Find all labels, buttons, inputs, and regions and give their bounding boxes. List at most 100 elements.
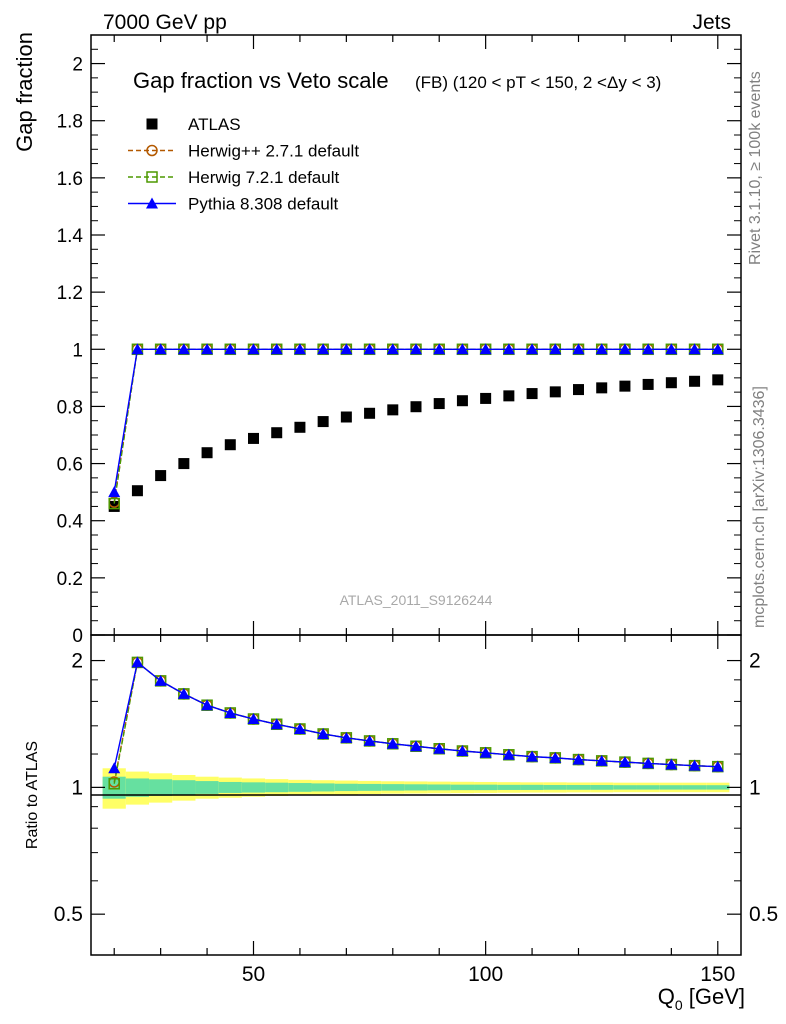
band-inner-segment (497, 784, 521, 790)
data-point (340, 411, 352, 423)
data-point (293, 343, 306, 355)
data-point (410, 401, 422, 413)
data-point (155, 470, 167, 482)
main-ytick-label: 1.4 (57, 226, 84, 247)
band-inner-segment (404, 784, 428, 791)
ratio-ytick-label: 0.5 (54, 903, 83, 926)
data-point (456, 395, 468, 407)
data-point (340, 731, 353, 743)
data-point (618, 343, 631, 355)
header-collision-label: 7000 GeV pp (103, 11, 227, 34)
ratio-ytick-label-right: 2 (749, 650, 761, 673)
data-point (526, 388, 538, 400)
data-point (108, 486, 121, 498)
data-point (712, 374, 724, 386)
legend-label: Herwig++ 2.7.1 default (188, 142, 359, 161)
data-point (177, 687, 190, 699)
data-point (572, 343, 585, 355)
data-point (480, 392, 492, 404)
data-point (386, 343, 399, 355)
xlabel-subscript: 0 (675, 997, 683, 1013)
data-point (642, 343, 655, 355)
band-inner-segment (520, 784, 544, 790)
data-point (665, 758, 678, 770)
band-inner-segment (543, 785, 567, 790)
data-point (433, 343, 446, 355)
data-point (224, 439, 236, 451)
data-point (549, 751, 562, 763)
data-point (201, 447, 213, 459)
ratio-uncertainty-band (102, 768, 730, 809)
band-inner-segment (659, 785, 683, 790)
data-point (549, 343, 562, 355)
analysis-watermark: ATLAS_2011_S9126244 (340, 592, 493, 608)
band-inner-segment (357, 783, 382, 791)
band-inner-segment (125, 778, 150, 797)
band-inner-segment (288, 783, 312, 792)
ratio-panel: 0.5 0.5 1 1 2 2 50 100 150 Ratio to ATLAS Q0 [Ge… (24, 634, 778, 1013)
ratio-series-layer (108, 656, 724, 790)
data-point (270, 343, 283, 355)
ratio-ytick-label: 1 (71, 776, 83, 799)
ratio-ytick-label: 2 (71, 650, 83, 673)
ratio-ylabel: Ratio to ATLAS (24, 741, 41, 849)
main-ylabel: Gap fraction (12, 32, 37, 152)
data-point (317, 727, 330, 739)
data-point (108, 778, 120, 790)
main-ytick-label: 0.8 (57, 397, 83, 418)
legend-marker (146, 171, 158, 183)
legend: ATLAS Herwig++ 2.7.1 default Herwig 7.2.1 … (128, 115, 359, 214)
data-point (665, 377, 677, 389)
main-ytick-label: 0 (72, 626, 83, 647)
band-inner-segment (149, 779, 173, 796)
data-point (364, 407, 376, 419)
main-ytick-label: 0.2 (57, 569, 83, 590)
data-point (665, 343, 678, 355)
main-series-layer (108, 343, 724, 512)
band-inner-segment (590, 785, 614, 790)
ratio-xlabel-text: Q0 [GeV] (658, 984, 745, 1013)
mcplots-label: mcplots.cern.ch [arXiv:1306.3436] (751, 386, 768, 628)
data-point (549, 386, 561, 398)
main-ytick-label: 0.6 (57, 455, 83, 476)
band-inner-segment (613, 785, 637, 790)
main-subtitle: (FB) (120 < pT < 150, 2 <Δy < 3) (415, 73, 661, 92)
rivet-version-label: Rivet 3.1.10, ≥ 100k events (747, 71, 764, 265)
data-point (433, 742, 446, 754)
header-process-label: Jets (692, 11, 731, 34)
data-point (618, 756, 631, 768)
data-point (526, 750, 539, 762)
main-ytick-label: 0.4 (57, 512, 84, 533)
band-inner-segment (474, 784, 498, 791)
data-point (108, 497, 120, 510)
data-point (410, 740, 422, 752)
ratio-axes: 0.5 0.5 1 1 2 2 50 100 150 (54, 635, 778, 986)
legend-label: ATLAS (188, 115, 241, 134)
band-inner-segment (334, 783, 358, 792)
data-point (131, 343, 144, 355)
band-inner-segment (427, 784, 451, 791)
data-point (479, 746, 492, 758)
data-point (573, 384, 584, 396)
data-point (201, 699, 214, 711)
ratio-series-pythia (108, 656, 724, 774)
band-inner-segment (195, 781, 219, 794)
legend-marker (146, 144, 158, 157)
band-inner-segment (381, 784, 405, 791)
ratio-series-herwigpp (108, 656, 724, 788)
data-point (178, 458, 190, 470)
data-point (596, 382, 608, 394)
data-point (502, 343, 515, 355)
data-point (224, 343, 237, 355)
data-point (688, 759, 701, 771)
band-inner-segment (241, 782, 266, 793)
band-inner-segment (218, 781, 242, 793)
data-point (248, 432, 259, 444)
data-point (526, 343, 539, 355)
data-point (711, 760, 724, 772)
data-point (689, 375, 701, 387)
band-inner-segment (566, 785, 591, 790)
main-ytick-label: 1 (72, 340, 83, 361)
data-point (642, 378, 654, 390)
